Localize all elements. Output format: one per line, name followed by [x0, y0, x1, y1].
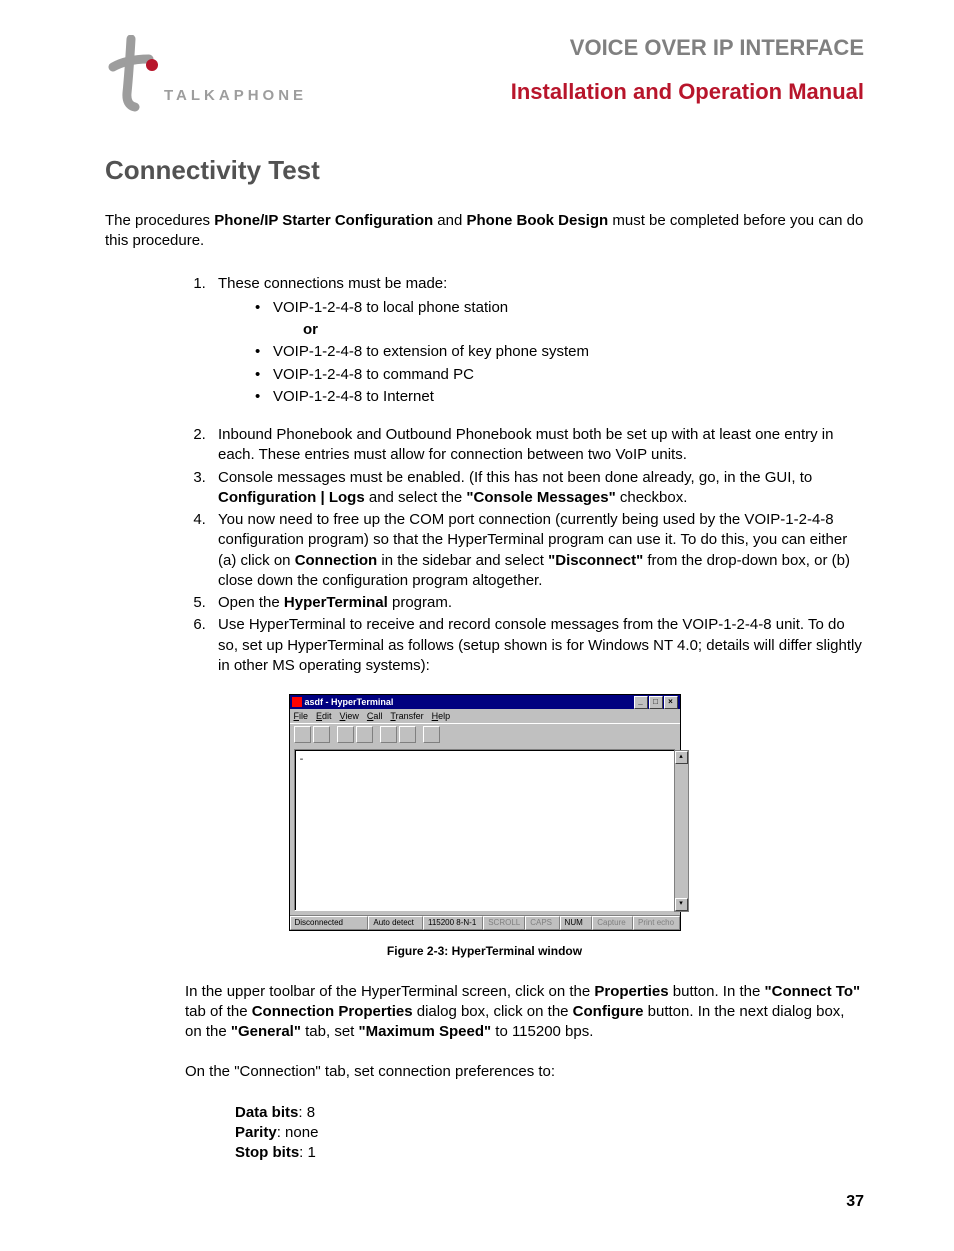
scroll-down-button[interactable]: ▾ — [675, 898, 688, 911]
toolbar-button[interactable] — [399, 726, 416, 743]
page-header: TALKAPHONE VOICE OVER IP INTERFACE Insta… — [105, 35, 864, 115]
toolbar-button[interactable] — [356, 726, 373, 743]
status-cell: Auto detect — [368, 916, 423, 930]
status-cell: Print echo — [633, 916, 679, 930]
procedure-list: These connections must be made: VOIP-1-2… — [105, 274, 864, 677]
step-6: Use HyperTerminal to receive and record … — [210, 615, 864, 676]
menu-edit[interactable]: Edit — [316, 710, 332, 722]
or-separator: or — [273, 320, 864, 340]
status-bar: DisconnectedAuto detect115200 8-N-1SCROL… — [290, 915, 680, 930]
step-2: Inbound Phonebook and Outbound Phonebook… — [210, 425, 864, 466]
connections-sublist: VOIP-1-2-4-8 to local phone station or V… — [218, 298, 864, 407]
section-heading: Connectivity Test — [105, 155, 864, 186]
page-number: 37 — [105, 1193, 864, 1211]
app-icon — [292, 697, 302, 707]
toolbar-button[interactable] — [294, 726, 311, 743]
sub-item: VOIP-1-2-4-8 to local phone station — [273, 298, 864, 318]
logo-mark-icon — [105, 35, 160, 115]
status-cell: CAPS — [525, 916, 559, 930]
menu-transfer[interactable]: Transfer — [390, 710, 423, 722]
toolbar-button[interactable] — [423, 726, 440, 743]
menu-help[interactable]: Help — [432, 710, 451, 722]
sub-item: VOIP-1-2-4-8 to Internet — [273, 387, 864, 407]
status-cell: Disconnected — [290, 916, 369, 930]
window-title: asdf - HyperTerminal — [305, 696, 394, 708]
menu-file[interactable]: File — [294, 710, 309, 722]
step-4: You now need to free up the COM port con… — [210, 510, 864, 591]
sub-item: VOIP-1-2-4-8 to extension of key phone s… — [273, 342, 864, 362]
toolbar-button[interactable] — [313, 726, 330, 743]
brand-logo: TALKAPHONE — [105, 35, 307, 115]
intro-paragraph: The procedures Phone/IP Starter Configur… — [105, 211, 864, 252]
properties-paragraph: In the upper toolbar of the HyperTermina… — [185, 982, 864, 1043]
figure-caption: Figure 2-3: HyperTerminal window — [105, 943, 864, 959]
step-1: These connections must be made: VOIP-1-2… — [210, 274, 864, 408]
step-5: Open the HyperTerminal program. — [210, 593, 864, 613]
doc-title-line1: VOICE OVER IP INTERFACE — [511, 35, 864, 61]
status-cell: NUM — [560, 916, 593, 930]
menu-bar: File Edit View Call Transfer Help — [290, 709, 680, 723]
maximize-button[interactable]: □ — [649, 696, 663, 709]
close-button[interactable]: × — [664, 696, 678, 709]
connection-preferences: Data bits: 8 Parity: none Stop bits: 1 — [235, 1103, 864, 1164]
status-cell: SCROLL — [483, 916, 525, 930]
sub-item: VOIP-1-2-4-8 to command PC — [273, 365, 864, 385]
menu-call[interactable]: Call — [367, 710, 383, 722]
brand-name: TALKAPHONE — [164, 87, 307, 104]
terminal-content[interactable]: - ▴ ▾ — [294, 749, 676, 911]
menu-view[interactable]: View — [340, 710, 359, 722]
figure-container: asdf - HyperTerminal _ □ × File Edit Vie… — [105, 694, 864, 931]
connection-tab-intro: On the "Connection" tab, set connection … — [185, 1062, 864, 1082]
doc-title-line2: Installation and Operation Manual — [511, 79, 864, 105]
scrollbar[interactable]: ▴ ▾ — [674, 750, 689, 912]
step-3: Console messages must be enabled. (If th… — [210, 468, 864, 509]
window-titlebar: asdf - HyperTerminal _ □ × — [290, 695, 680, 709]
status-cell: Capture — [592, 916, 633, 930]
scroll-up-button[interactable]: ▴ — [675, 751, 688, 764]
minimize-button[interactable]: _ — [634, 696, 648, 709]
toolbar-button[interactable] — [337, 726, 354, 743]
toolbar-button[interactable] — [380, 726, 397, 743]
status-cell: 115200 8-N-1 — [423, 916, 483, 930]
toolbar — [290, 723, 680, 745]
hyperterminal-window: asdf - HyperTerminal _ □ × File Edit Vie… — [289, 694, 681, 931]
